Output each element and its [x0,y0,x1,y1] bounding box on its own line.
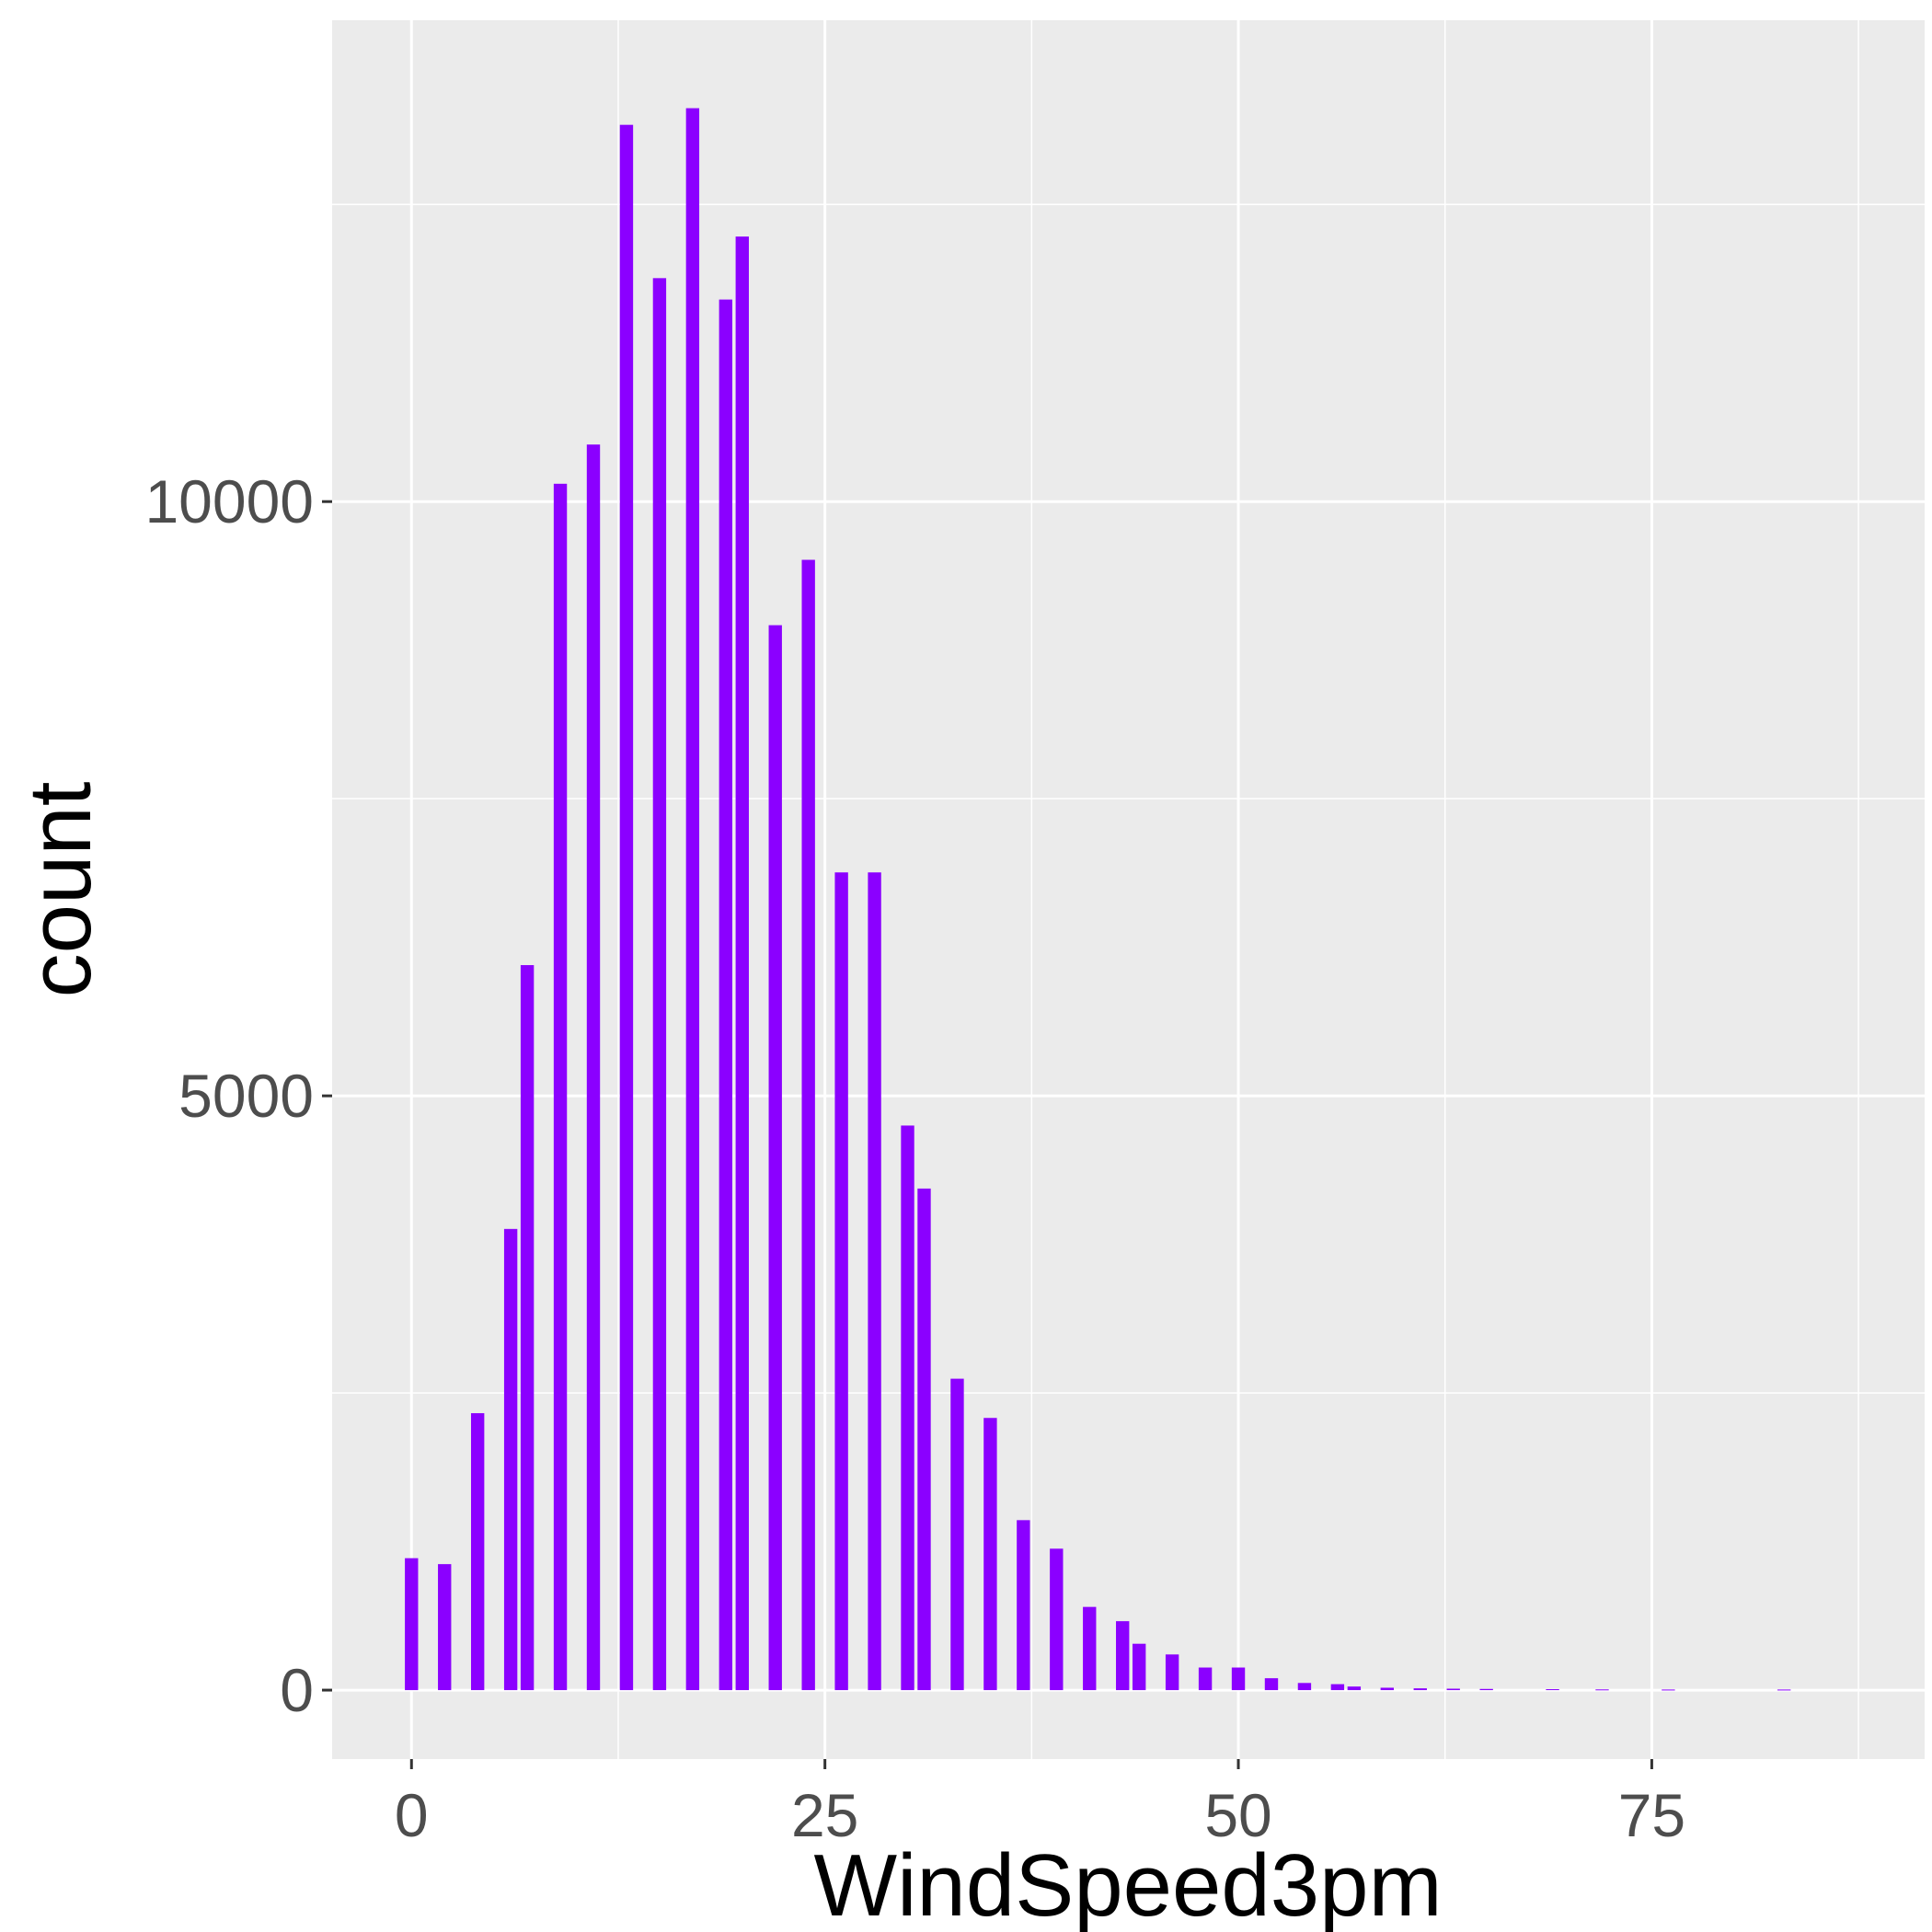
bar [901,1125,914,1691]
bar [685,108,700,1691]
bar [1116,1621,1130,1691]
bar [438,1564,452,1691]
y-tick-label: 5000 [178,1062,314,1130]
bar [1231,1667,1246,1691]
x-tick-label: 50 [1204,1781,1271,1849]
bar [917,1188,931,1691]
bar [868,872,881,1691]
y-tick-label: 10000 [144,467,314,535]
bar [1050,1548,1064,1691]
bar [1347,1686,1362,1691]
bar [619,124,634,1691]
bar [652,278,667,1691]
bar [1479,1688,1493,1691]
x-axis-title: WindSpeed3pm [813,1836,1442,1932]
x-tick-label: 75 [1618,1781,1685,1849]
bar [735,236,749,1691]
grid-lines [332,20,1925,1759]
bar [1132,1643,1146,1691]
bar [1165,1654,1179,1691]
bar [1413,1688,1427,1691]
bar [801,559,815,1691]
bar [950,1378,964,1691]
bar [1017,1520,1030,1691]
bar [1662,1689,1675,1691]
bar [1330,1684,1345,1691]
bar [1777,1689,1791,1691]
bars [405,108,1791,1691]
bar [1380,1687,1394,1691]
bar [983,1418,997,1691]
bar [1198,1667,1213,1691]
bar [1264,1678,1279,1691]
y-tick-label: 0 [280,1656,314,1724]
y-axis-title: count [11,782,109,998]
bar [470,1413,485,1691]
bar [405,1558,419,1691]
plot-panel [332,20,1925,1759]
x-tick-label: 0 [395,1781,429,1849]
bar [586,444,601,1691]
bar [520,965,535,1691]
bar [1083,1606,1097,1691]
bar [1446,1688,1460,1691]
axes: 0 5000 10000 0 25 50 75 [144,467,1685,1849]
x-tick-label: 25 [791,1781,858,1849]
bar [1297,1683,1312,1691]
bar [1546,1689,1559,1691]
bar [1595,1689,1609,1691]
bar [834,872,848,1691]
bar [553,483,568,1691]
bar [719,299,732,1691]
bar [503,1228,518,1691]
bar [768,625,782,1691]
